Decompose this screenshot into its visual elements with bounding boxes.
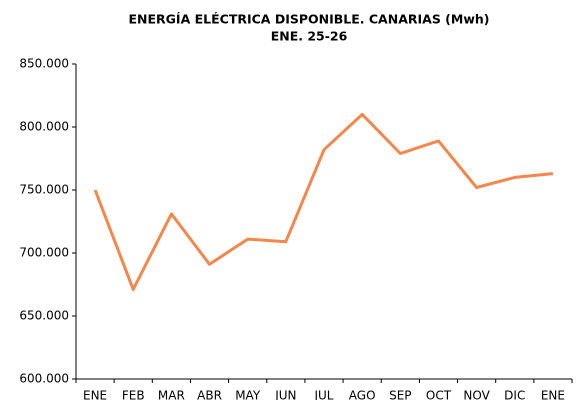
chart-title: ENERGÍA ELÉCTRICA DISPONIBLE. CANARIAS (… [129, 12, 490, 27]
y-tick-label: 650.000 [19, 309, 69, 323]
chart-subtitle: ENE. 25-26 [271, 29, 348, 44]
x-tick-label: AGO [349, 389, 376, 400]
x-tick-label: JUL [313, 389, 333, 400]
y-tick-label: 700.000 [19, 246, 69, 260]
x-tick-label: MAR [158, 389, 185, 400]
x-tick-label: ENE [83, 389, 107, 400]
x-tick-label: NOV [463, 389, 490, 400]
x-tick-label: FEB [122, 389, 145, 400]
x-tick-label: ENE [541, 389, 565, 400]
y-tick-label: 750.000 [19, 183, 69, 197]
x-tick-label: OCT [426, 389, 452, 400]
x-tick-label: SEP [389, 389, 411, 400]
x-tick-label: MAY [235, 389, 261, 400]
x-tick-label: ABR [197, 389, 222, 400]
data-line [93, 112, 554, 291]
y-tick-label: 800.000 [19, 120, 69, 134]
y-tick-label: 850.000 [19, 57, 69, 71]
y-tick-label: 600.000 [19, 372, 69, 386]
x-tick-label: DIC [504, 389, 525, 400]
x-tick-label: JUN [274, 389, 296, 400]
